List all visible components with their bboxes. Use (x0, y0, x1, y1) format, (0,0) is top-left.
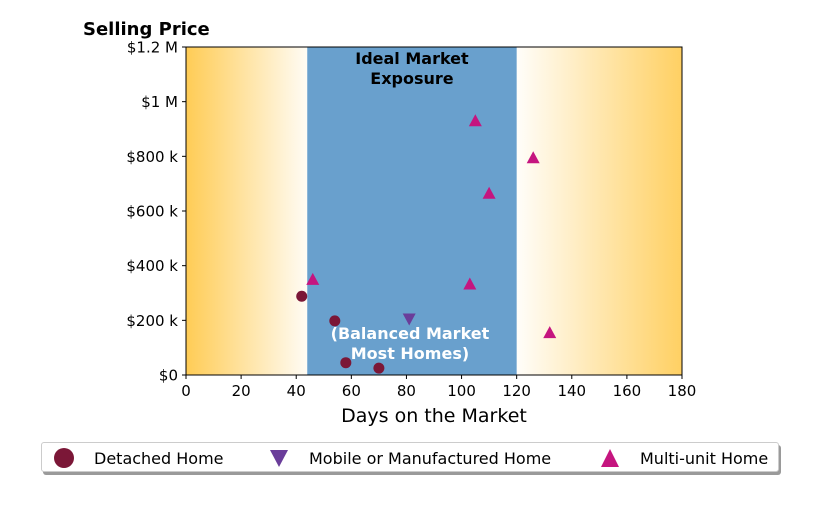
x-tick-label: 80 (397, 382, 416, 400)
data-point-multiunit (482, 186, 496, 199)
y-tick-label: $400 k (126, 257, 178, 275)
chart-title: Selling Price (83, 19, 210, 40)
data-point-multiunit (463, 277, 477, 290)
data-point-detached (340, 357, 352, 369)
data-point-multiunit (543, 326, 557, 339)
x-tick-label: 100 (447, 382, 476, 400)
circle-marker-icon (54, 448, 74, 468)
legend-label: Multi-unit Home (640, 448, 769, 468)
band-label-bottom: (Balanced Market (331, 324, 490, 343)
x-axis-label: Days on the Market (341, 405, 527, 427)
legend: Detached Home Mobile or Manufactured Hom… (41, 442, 779, 472)
x-tick-label: 60 (342, 382, 361, 400)
legend-item-detached: Detached Home (52, 447, 224, 469)
y-tick-label: $600 k (126, 203, 178, 221)
triangle-down-marker-icon (270, 450, 288, 467)
x-tick-label: 0 (181, 382, 191, 400)
y-tick-label: $200 k (126, 312, 178, 330)
x-tick-label: 120 (502, 382, 531, 400)
y-tick-label: $800 k (126, 148, 178, 166)
band-label-bottom: Most Homes) (351, 344, 469, 363)
y-tick-label: $0 (159, 367, 178, 385)
band-label-top: Ideal Market (355, 49, 469, 68)
data-point-multiunit (306, 272, 320, 285)
gradient-left (186, 47, 308, 375)
data-point-mobile (402, 313, 416, 326)
data-point-multiunit (526, 151, 540, 164)
data-point-multiunit (468, 114, 482, 127)
legend-item-mobile: Mobile or Manufactured Home (267, 447, 551, 469)
x-tick-label: 40 (287, 382, 306, 400)
gradient-right (516, 47, 682, 375)
data-point-detached (373, 362, 385, 374)
legend-label: Detached Home (94, 448, 224, 468)
x-tick-label: 20 (232, 382, 251, 400)
y-tick-label: $1.2 M (127, 39, 178, 57)
legend-item-multiunit: Multi-unit Home (598, 447, 768, 469)
data-point-detached (296, 290, 308, 302)
legend-label: Mobile or Manufactured Home (309, 448, 552, 468)
band-label-top: Exposure (370, 69, 454, 88)
data-point-detached (329, 315, 341, 327)
y-tick-label: $1 M (141, 93, 178, 111)
x-tick-label: 180 (668, 382, 697, 400)
triangle-up-marker-icon (601, 449, 619, 467)
x-tick-label: 160 (613, 382, 642, 400)
x-tick-label: 140 (557, 382, 586, 400)
